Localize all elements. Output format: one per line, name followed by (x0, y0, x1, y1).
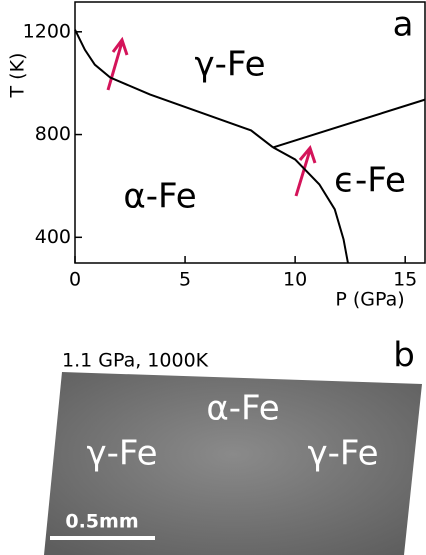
figure: a γ-Fe α-Fe ϵ-Fe P (GPa) T (K) 1.1 GPa, … (0, 0, 426, 555)
y-axis-label: T (K) (7, 53, 29, 99)
x-tick-label: 10 (283, 269, 307, 291)
phase-label: α-Fe (206, 389, 279, 429)
phase-boundary (273, 100, 425, 148)
phase-label: γ-Fe (307, 434, 378, 474)
x-tick-label: 0 (69, 269, 81, 291)
panel-label: b (393, 336, 415, 376)
x-axis-label: P (GPa) (335, 289, 404, 311)
plot-frame (75, 2, 425, 263)
scale-bar-label: 0.5mm (65, 511, 138, 533)
y-tick-label: 400 (35, 226, 71, 248)
condition-label: 1.1 GPa, 1000K (62, 350, 209, 372)
phase-label: ϵ-Fe (334, 161, 406, 201)
phase-label: γ-Fe (194, 45, 265, 85)
y-tick-label: 1200 (23, 20, 71, 42)
phase-label: α-Fe (123, 177, 196, 217)
phase-label: γ-Fe (86, 434, 157, 474)
x-tick-label: 5 (179, 269, 191, 291)
x-tick-label: 15 (393, 269, 417, 291)
y-tick-label: 800 (35, 123, 71, 145)
panel-label: a (393, 5, 414, 45)
